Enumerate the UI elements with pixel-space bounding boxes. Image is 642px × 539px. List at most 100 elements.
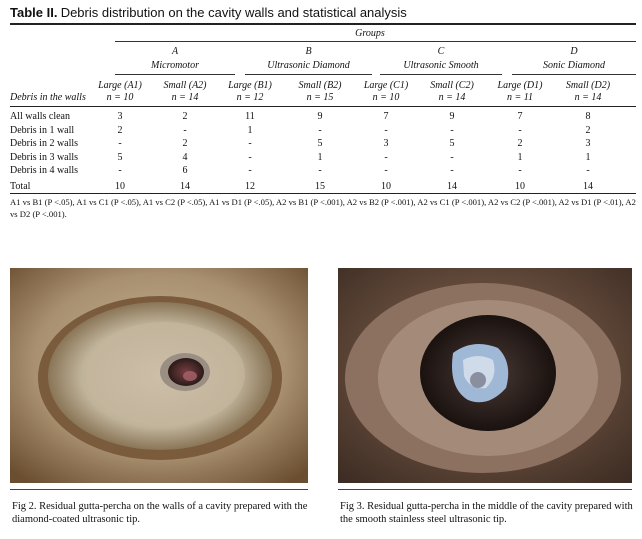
table-cell: - [248, 151, 252, 163]
fig3-caption-text: Residual gutta-percha in the middle of t… [340, 501, 633, 525]
row-label: Debris in 4 walls [10, 165, 79, 176]
table-bottom-rule [10, 193, 636, 194]
table-cell: - [586, 165, 590, 176]
stub-header: Debris in the walls [10, 92, 86, 103]
table-cell: - [450, 151, 454, 163]
table-cell: - [518, 165, 522, 176]
fig2-caption-text: Residual gutta-percha on the walls of a … [12, 501, 308, 525]
table-cell: 2 [117, 124, 123, 136]
fig2-caption: Fig 2. Residual gutta-percha on the wall… [12, 500, 310, 526]
group-subrule [380, 74, 502, 75]
table-cell: 5 [317, 138, 323, 149]
column-n: n = 12 [236, 92, 264, 103]
table-cell: - [384, 151, 388, 163]
table-cell: - [518, 124, 522, 136]
row-label: Total [10, 180, 31, 192]
table-cell: 3 [585, 138, 591, 149]
group-subrule [115, 74, 235, 75]
table-cell: - [450, 124, 454, 136]
group-subrule [512, 74, 636, 75]
table-cell: 1 [585, 151, 591, 163]
column-n: n = 15 [306, 92, 334, 103]
row-label: Debris in 3 walls [10, 151, 79, 163]
table-cell: - [318, 124, 322, 136]
table-top-rule [10, 23, 636, 25]
column-n: n = 14 [171, 92, 199, 103]
groups-label: Groups [355, 28, 385, 39]
table-title: Table II. Debris distribution on the cav… [10, 5, 407, 21]
fig3-caption: Fig 3. Residual gutta-percha in the midd… [340, 500, 634, 526]
table-cell: 5 [449, 138, 455, 149]
column-header: Large (D1) [497, 80, 543, 91]
fig2-photo [10, 268, 308, 483]
table-cell: 6 [182, 165, 188, 176]
table-cell: 15 [315, 180, 325, 192]
table-cell: 7 [383, 111, 389, 122]
column-n: n = 14 [438, 92, 466, 103]
group-name: Sonic Diamond [543, 60, 605, 71]
table-cell: 9 [317, 111, 323, 122]
column-header: Large (A1) [98, 80, 142, 91]
table-cell: 14 [180, 180, 190, 192]
table-cell: - [318, 165, 322, 176]
group-letter: D [570, 46, 578, 57]
fig3-caption-rule [338, 489, 632, 490]
group-name: Ultrasonic Diamond [267, 60, 350, 71]
table-cell: 5 [117, 151, 123, 163]
group-letter: B [305, 46, 312, 57]
table-cell: 2 [517, 138, 523, 149]
row-label: Debris in 2 walls [10, 138, 79, 149]
table-cell: 14 [583, 180, 593, 192]
table-header-rule [10, 106, 636, 107]
group-subrule [245, 74, 372, 75]
table-cell: - [384, 165, 388, 176]
row-label: All walls clean [10, 111, 70, 122]
table-cell: 7 [517, 111, 523, 122]
table-cell: 14 [447, 180, 457, 192]
column-n: n = 14 [574, 92, 602, 103]
column-header: Small (B2) [298, 80, 342, 91]
table-cell: 12 [245, 180, 255, 192]
table-title-text: Debris distribution on the cavity walls … [60, 5, 407, 20]
group-letter: A [171, 46, 179, 57]
column-header: Large (B1) [228, 80, 272, 91]
table-cell: 3 [383, 138, 389, 149]
table-cell: 1 [317, 151, 323, 163]
table-cell: 8 [585, 111, 591, 122]
table-cell: - [384, 124, 388, 136]
table-label: Table II. [10, 5, 58, 20]
group-name: Micromotor [151, 60, 199, 71]
fig3-label: Fig 3. [340, 501, 365, 512]
table-cell: - [248, 165, 252, 176]
table-cell: 10 [115, 180, 125, 192]
column-header: Small (C2) [430, 80, 474, 91]
column-header: Large (C1) [363, 80, 409, 91]
fig2-caption-rule [10, 489, 308, 490]
table-cell: - [248, 138, 252, 149]
table-cell: - [118, 138, 122, 149]
table-footnote: A1 vs B1 (P <.05), A1 vs C1 (P <.05), A1… [10, 197, 636, 219]
table-cell: 10 [381, 180, 391, 192]
column-n: n = 10 [106, 92, 134, 103]
group-name: Ultrasonic Smooth [403, 60, 479, 71]
table-cell: 2 [182, 111, 188, 122]
column-n: n = 11 [506, 92, 533, 103]
table-cell: 10 [515, 180, 525, 192]
fig2-label: Fig 2. [12, 501, 37, 512]
table-cell: 2 [585, 124, 591, 136]
table-cell: - [183, 124, 187, 136]
table-cell: 2 [182, 138, 188, 149]
group-letter: C [437, 46, 445, 57]
table-cell: 9 [449, 111, 455, 122]
table-cell: - [450, 165, 454, 176]
table-cell: 3 [117, 111, 123, 122]
fig3-photo [338, 268, 632, 483]
table-cell: 1 [517, 151, 523, 163]
table-cell: 4 [182, 151, 188, 163]
column-header: Small (D2) [565, 80, 611, 91]
groups-rule [115, 41, 636, 42]
table-cell: 1 [247, 124, 253, 136]
table-cell: - [118, 165, 122, 176]
column-header: Small (A2) [163, 80, 207, 91]
table-cell: 11 [245, 111, 255, 122]
